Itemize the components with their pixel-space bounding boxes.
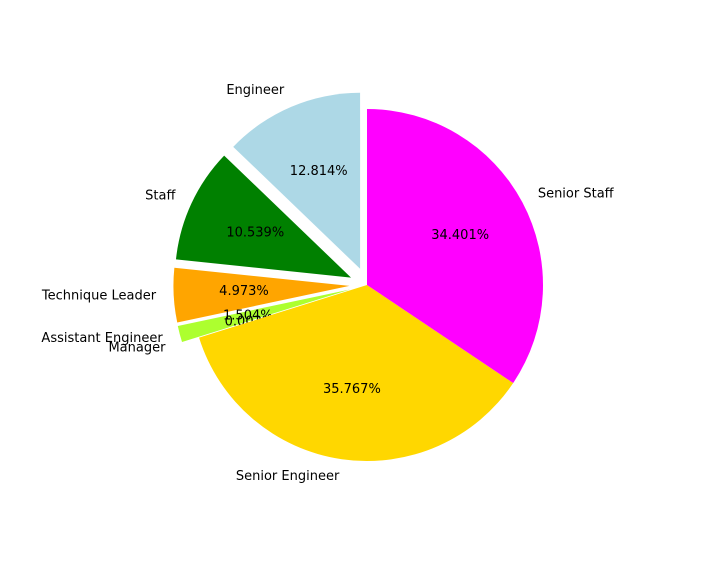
pie-slice-staff: [175, 155, 352, 278]
slice-label-senior-engineer: Senior Engineer: [236, 469, 340, 484]
slice-label-senior-staff: Senior Staff: [538, 186, 615, 201]
pie-slice-senior-engineer: [199, 285, 514, 461]
pie-slice-assistant-engineer: [177, 289, 350, 343]
slice-label-technique-leader: Technique Leader: [41, 289, 157, 304]
slice-label-engineer: Engineer: [226, 83, 285, 98]
pie-slice-engineer: [233, 92, 361, 269]
slice-label-staff: Staff: [145, 189, 176, 204]
slice-percent-engineer: 12.814%: [290, 164, 348, 179]
slice-percent-senior-engineer: 35.767%: [323, 382, 381, 397]
slice-percent-senior-staff: 34.401%: [431, 228, 489, 243]
slice-percent-staff: 10.539%: [226, 226, 284, 241]
slice-label-manager: Manager: [108, 341, 166, 356]
pie-slice-technique-leader: [173, 267, 350, 323]
slice-label-assistant-engineer: Assistant Engineer: [41, 331, 163, 346]
pie-slice-manager: [182, 290, 351, 343]
slice-percent-technique-leader: 4.973%: [219, 284, 269, 299]
pie-slice-senior-staff: [367, 109, 543, 384]
